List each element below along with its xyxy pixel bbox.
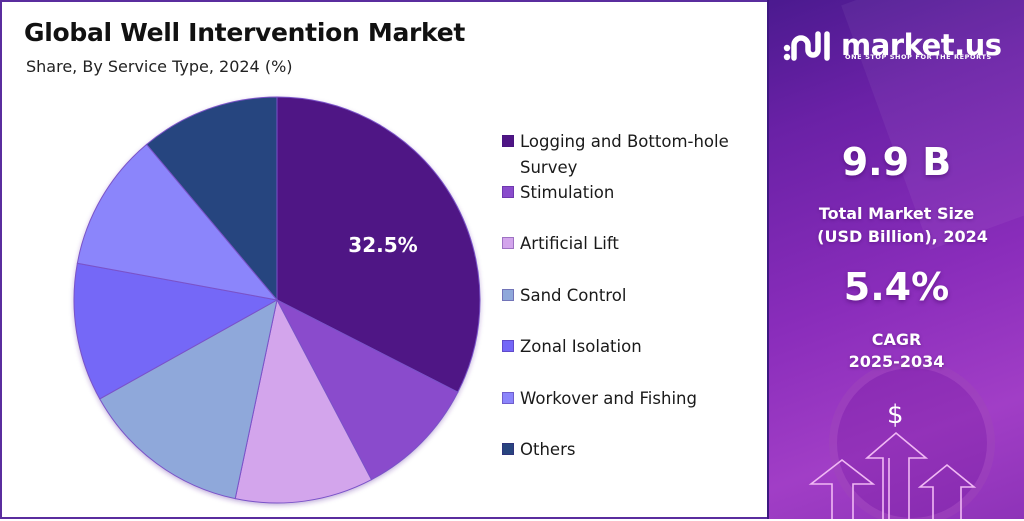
market-size-label-line1: Total Market Size (818, 204, 975, 223)
legend-swatch-icon (502, 237, 514, 249)
legend-swatch-icon (502, 186, 514, 198)
legend-item-sand-control: Sand Control (502, 283, 760, 309)
brand-name: market.us (841, 28, 1002, 62)
market-us-logo-icon (783, 31, 830, 61)
legend-swatch-icon (502, 443, 514, 455)
legend-swatch-icon (502, 392, 514, 404)
legend-label: Stimulation (520, 183, 615, 202)
chart-subtitle: Share, By Service Type, 2024 (%) (26, 57, 293, 76)
legend-item-others: Others (502, 437, 760, 463)
legend-swatch-icon (502, 340, 514, 352)
legend-swatch-icon (502, 289, 514, 301)
legend-label: Zonal Isolation (520, 337, 642, 356)
legend-item-artificial-lift: Artificial Lift (502, 231, 760, 257)
pie-slice-workover-and-fishing (76, 143, 279, 301)
legend-label: Artificial Lift (520, 234, 619, 253)
chart-title: Global Well Intervention Market (24, 18, 466, 47)
dollar-icon: $ (887, 400, 904, 430)
legend-item-logging: Logging and Bottom-hole Survey (502, 129, 755, 181)
cagr-label-line2: 2025-2034 (848, 352, 945, 371)
pie-slice-others (145, 96, 278, 302)
stats-panel: market.us ONE STOP SHOP FOR THE REPORTS … (767, 0, 1024, 519)
legend-label: Sand Control (520, 286, 627, 305)
legend-item-zonal-isolation: Zonal Isolation (502, 334, 760, 360)
legend-label: Workover and Fishing (520, 389, 697, 408)
pie-slice-artificial-lift (234, 298, 373, 504)
pie-slice-logging-and-bottom-hole-survey (276, 96, 481, 393)
legend-label: Others (520, 440, 576, 459)
legend-item-stimulation: Stimulation (502, 180, 760, 206)
brand-tagline: ONE STOP SHOP FOR THE REPORTS (845, 53, 992, 61)
growth-arrows-icon (808, 431, 977, 519)
legend-label: Logging and Bottom-hole Survey (520, 132, 729, 177)
pie-slice-stimulation (275, 298, 459, 481)
cagr-value: 5.4% (843, 265, 950, 309)
pie-data-label: 32.5% (348, 233, 417, 257)
legend-swatch-icon (502, 135, 514, 147)
background-circle (829, 360, 995, 519)
brand-logo: market.us ONE STOP SHOP FOR THE REPORTS (783, 28, 1002, 62)
chart-panel: Global Well Intervention Market Share, B… (0, 0, 767, 519)
pie-chart: 32.5% (73, 96, 481, 504)
market-size-value: 9.9 B (841, 140, 952, 184)
pie-slices (73, 96, 481, 504)
cagr-label-line1: CAGR (871, 330, 922, 349)
pie-slice-sand-control (99, 299, 278, 500)
market-size-label-line2: (USD Billion), 2024 (817, 227, 988, 246)
pie-slice-zonal-isolation (73, 262, 279, 400)
legend-item-workover-fishing: Workover and Fishing (502, 386, 760, 412)
